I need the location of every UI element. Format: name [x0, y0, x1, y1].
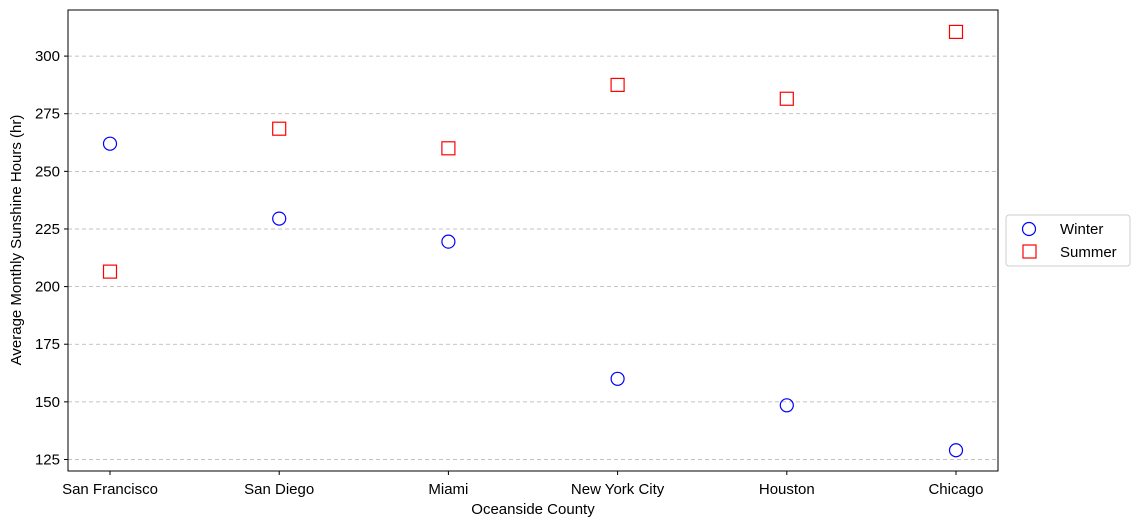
x-axis-ticks: San Francisco San Diego Miami New York City…	[62, 471, 984, 498]
summer-point	[102, 264, 118, 279]
y-tick-label: 300	[35, 48, 60, 65]
y-axis-ticks: 125 150 175 200 225 250 275 300	[35, 48, 68, 468]
plot-area-frame	[67, 9, 999, 472]
legend: Winter Summer	[1005, 214, 1131, 267]
winter-point	[102, 136, 118, 151]
x-tick-label: Houston	[759, 481, 815, 498]
y-tick-label: 275	[35, 106, 60, 123]
summer-point	[272, 121, 287, 136]
summer-point	[779, 91, 794, 106]
winter-point	[948, 443, 964, 458]
y-tick-label: 250	[35, 163, 60, 180]
y-tick-label: 125	[35, 451, 60, 468]
data-points	[102, 24, 964, 458]
x-axis-title: Oceanside County	[471, 501, 595, 518]
x-tick-label: Miami	[428, 481, 468, 498]
x-tick-label: San Diego	[244, 481, 314, 498]
summer-point	[948, 24, 964, 39]
winter-point	[610, 371, 625, 386]
summer-point	[441, 141, 456, 156]
y-tick-label: 200	[35, 279, 60, 296]
y-axis-title: Average Monthly Sunshine Hours (hr)	[8, 115, 25, 366]
legend-winter-label: Winter	[1060, 221, 1103, 238]
y-tick-label: 150	[35, 394, 60, 411]
summer-point	[610, 77, 625, 93]
legend-box	[1005, 214, 1131, 267]
y-tick-label: 225	[35, 221, 60, 238]
legend-winter-marker	[1021, 221, 1037, 237]
legend-summer-label: Summer	[1060, 244, 1117, 261]
y-tick-label: 175	[35, 336, 60, 353]
x-tick-label: New York City	[571, 481, 665, 498]
winter-point	[441, 234, 456, 249]
x-tick-label: Chicago	[928, 481, 983, 498]
x-tick-label: San Francisco	[62, 481, 158, 498]
winter-point	[779, 398, 794, 413]
grid-lines	[68, 55, 998, 460]
winter-point	[272, 211, 287, 226]
legend-summer-marker	[1022, 244, 1037, 259]
